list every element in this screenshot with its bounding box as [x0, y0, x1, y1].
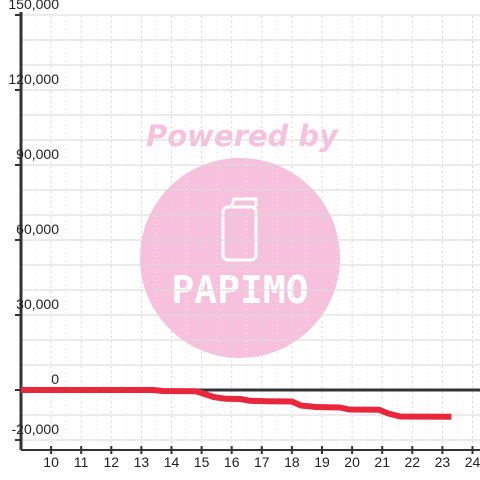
x-tick-label: 13: [134, 454, 150, 470]
x-tick-label: 19: [314, 454, 330, 470]
watermark-circle: [140, 158, 340, 358]
x-tick-label: 17: [254, 454, 270, 470]
y-tick-label: 30,000: [16, 296, 59, 312]
x-axis-tick-labels: 10 11 12 13 14 15 16 17 18 19 20 21 22 23 24: [43, 446, 480, 470]
grid: [21, 14, 480, 446]
watermark: Powered by PAPIMO: [140, 119, 340, 358]
y-tick-label: 60,000: [16, 221, 59, 237]
y-axis-tick-labels: 150,000 120,000 90,000 60,000 30,000 0 -20,000: [8, 0, 60, 441]
x-tick-label: 14: [164, 454, 180, 470]
y-tick-label: -20,000: [12, 421, 60, 437]
x-tick-label: 15: [194, 454, 210, 470]
x-tick-label: 20: [344, 454, 360, 470]
y-tick-label: 120,000: [8, 71, 59, 87]
y-tick-label: 150,000: [8, 0, 59, 12]
x-tick-label: 18: [284, 454, 300, 470]
x-tick-label: 11: [74, 454, 89, 470]
y-tick-label: 90,000: [16, 146, 59, 162]
x-tick-label: 21: [374, 454, 390, 470]
watermark-text: Powered by: [146, 119, 339, 153]
x-tick-label: 10: [43, 454, 59, 470]
x-tick-label: 12: [104, 454, 120, 470]
x-tick-label: 23: [435, 454, 451, 470]
x-tick-label: 16: [224, 454, 240, 470]
series-line-0: [21, 387, 452, 420]
series-group: [21, 387, 452, 420]
phone-icon: [221, 197, 258, 262]
x-tick-label: 24: [465, 454, 480, 470]
x-tick-label: 22: [405, 454, 421, 470]
y-tick-label: 0: [51, 371, 59, 387]
